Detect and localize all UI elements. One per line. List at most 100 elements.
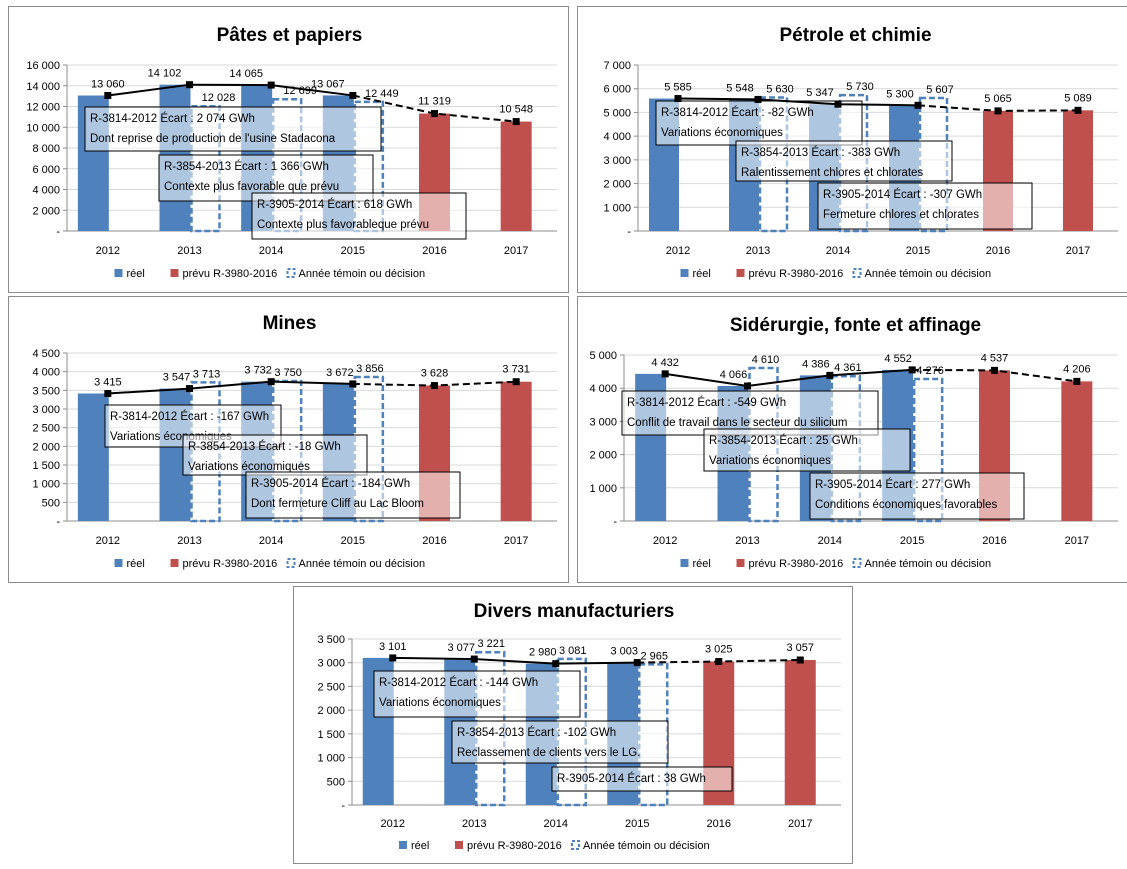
data-label-temoin: 3 750 <box>274 367 302 379</box>
annotation-line2: Contexte plus favorableque prévu <box>257 219 429 231</box>
legend-swatch-reel <box>680 269 689 277</box>
annotation-box <box>809 472 1025 520</box>
bar-temoin <box>912 377 944 523</box>
data-label-temoin: 5 630 <box>766 83 794 95</box>
y-tick-label: - <box>627 226 631 238</box>
y-tick-label: 3 000 <box>603 155 631 167</box>
data-label-prevu: 10 548 <box>499 104 533 116</box>
x-tick-label: 2014 <box>544 818 568 830</box>
data-label-temoin: 5 730 <box>846 81 874 93</box>
annotation-line2: Dont reprise de production de l'usine St… <box>90 133 336 145</box>
data-label-reel: 3 547 <box>163 372 191 384</box>
annotation-line1: R-3854-2013 Écart : -18 GWh <box>188 440 341 453</box>
annotation-line1: R-3814-2012 Écart : -167 GWh <box>110 410 269 423</box>
trend-marker <box>267 378 275 386</box>
data-label-reel: 3 003 <box>610 646 638 658</box>
y-tick-label: 4 500 <box>32 348 60 360</box>
annotation-line2: Variations économiques <box>379 697 501 709</box>
data-label-reel: 5 548 <box>726 82 754 94</box>
chart-panel-pates-papiers: Pâtes et papiers - 2 000 4 000 6 000 8 000 10 … <box>8 6 569 293</box>
x-tick-label: 2012 <box>96 245 120 257</box>
x-tick-label: 2015 <box>906 245 930 257</box>
x-tick-label: 2016 <box>422 535 446 547</box>
annotation-line1: R-3814-2012 Écart : -82 GWh <box>661 106 814 119</box>
trend-marker <box>994 107 1002 115</box>
legend-label-temoin: Année témoin ou décision <box>583 840 710 852</box>
x-tick-label: 2014 <box>259 245 283 257</box>
data-label-reel: 14 065 <box>229 68 263 80</box>
legend: réel prévu R-3980-2016 Année témoin ou déc… <box>399 840 710 852</box>
legend-label-temoin: Année témoin ou décision <box>865 558 992 570</box>
trend-marker <box>1074 106 1082 114</box>
y-tick-label: - <box>613 516 617 528</box>
data-label-reel: 5 347 <box>806 87 834 99</box>
data-label-temoin: 5 607 <box>926 84 954 96</box>
x-tick-label: 2012 <box>653 535 677 547</box>
data-label-temoin: 3 081 <box>559 645 587 657</box>
trend-marker <box>267 81 275 89</box>
annotation-line2: Fermeture chlores et chlorates <box>823 209 979 221</box>
annotation-line1: R-3905-2014 Écart : 277 GWh <box>815 478 970 491</box>
data-label-reel: 4 386 <box>802 358 830 370</box>
trend-line-actual <box>107 83 353 97</box>
annotation-line1: R-3905-2014 Écart : -184 GWh <box>251 477 410 490</box>
annotation-box <box>655 100 863 146</box>
annotation-line1: R-3905-2014 Écart : -307 GWh <box>823 188 982 201</box>
trend-marker <box>512 378 520 386</box>
y-tick-label: 2 500 <box>317 681 345 693</box>
data-label-prevu: 11 319 <box>418 96 451 108</box>
trend-marker <box>186 81 193 89</box>
annotation-box <box>373 670 581 718</box>
chart-panel-siderurgie: Sidérurgie, fonte et affinage - 1 000 2 000… <box>577 296 1127 583</box>
bar-prevu <box>1063 110 1093 231</box>
chart-title: Pétrole et chimie <box>779 25 931 46</box>
data-label-temoin: 4 276 <box>916 365 944 377</box>
y-tick-label: 4 000 <box>32 367 60 379</box>
trend-marker <box>186 385 193 393</box>
trend-line-actual <box>107 380 353 395</box>
y-tick-label: 1 000 <box>317 753 345 765</box>
data-label-reel: 3 732 <box>244 365 272 377</box>
x-tick-label: 2017 <box>504 535 528 547</box>
legend-label-prevu: prévu R-3980-2016 <box>183 268 278 280</box>
x-tick-label: 2015 <box>900 535 924 547</box>
y-tick-label: 2 000 <box>32 205 60 217</box>
annotation-box <box>84 106 382 152</box>
data-label-temoin: 3 856 <box>356 363 384 375</box>
data-label-reel: 13 060 <box>91 79 125 91</box>
chart-svg: Mines - 500 1 000 1 500 2 000 2 500 3 000 3 500 4… <box>32 313 557 570</box>
y-tick-label: 1 000 <box>603 202 631 214</box>
annotation-line1: R-3905-2014 Écart : 38 GWh <box>557 772 706 785</box>
y-tick-label: 8 000 <box>32 143 60 155</box>
x-tick-label: 2016 <box>982 535 1006 547</box>
data-label-prevu: 5 065 <box>984 93 1012 105</box>
x-tick-label: 2012 <box>666 245 690 257</box>
annotation-box <box>251 192 467 240</box>
legend-swatch-prevu <box>736 559 745 567</box>
trend-marker <box>349 91 357 99</box>
y-tick-label: 6 000 <box>32 164 60 176</box>
data-label-temoin: 4 610 <box>752 354 780 366</box>
legend-swatch-prevu <box>736 269 745 277</box>
data-label-reel: 4 552 <box>884 353 912 365</box>
y-tick-label: 2 000 <box>589 450 617 462</box>
annotation-line2: Contexte plus favorable que prévu <box>164 181 339 193</box>
legend-label-temoin: Année témoin ou décision <box>299 558 426 570</box>
trend-marker <box>908 366 916 374</box>
trend-marker <box>661 370 669 378</box>
legend-swatch-temoin <box>571 840 580 850</box>
legend-label-temoin: Année témoin ou décision <box>865 268 992 280</box>
data-label-reel: 14 102 <box>148 68 182 80</box>
data-label-reel: 4 066 <box>720 369 748 381</box>
data-label-reel: 3 415 <box>94 377 122 389</box>
data-label-prevu: 3 731 <box>502 364 530 376</box>
annotation-line2: Conditions économiques favorables <box>815 499 997 511</box>
trend-marker <box>633 659 641 667</box>
annotation-line1: R-3854-2013 Écart : 1 366 GWh <box>164 160 329 173</box>
data-label-reel: 3 101 <box>379 641 407 653</box>
legend-swatch-prevu <box>455 841 463 849</box>
x-tick-label: 2016 <box>422 245 446 257</box>
x-tick-label: 2015 <box>341 245 365 257</box>
trend-marker <box>512 118 520 126</box>
annotation-box <box>182 434 368 476</box>
